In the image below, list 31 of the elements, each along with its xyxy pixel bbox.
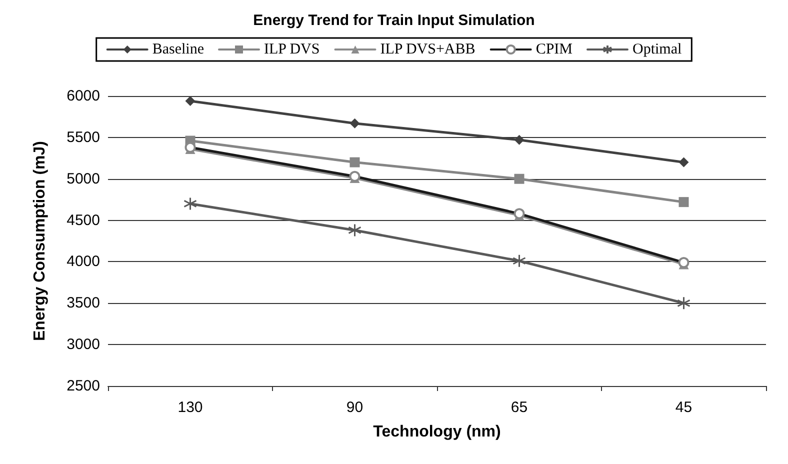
point [512, 254, 526, 268]
y-tick-label: 4500 [66, 212, 100, 229]
x-tick-label: 45 [675, 399, 692, 416]
point [678, 157, 689, 168]
x-axis-title: Technology (nm) [373, 424, 501, 440]
y-tick-label: 2500 [66, 378, 100, 394]
legend-label: Optimal [632, 42, 682, 58]
chart-title: Energy Trend for Train Input Simulation [253, 12, 535, 29]
point [348, 223, 362, 237]
point [677, 296, 690, 310]
point [514, 174, 524, 184]
point [185, 96, 196, 106]
y-tick-label: 4000 [66, 253, 100, 270]
y-tick-label: 6000 [66, 88, 100, 104]
y-axis-title: Energy Consumption (mJ) [32, 140, 48, 342]
legend-label: ILP DVS+ABB [380, 42, 476, 58]
point [514, 134, 524, 145]
x-tick-label: 65 [510, 399, 528, 416]
point [350, 118, 360, 128]
x-tick-label: 130 [178, 399, 203, 416]
y-tick-label: 3000 [66, 336, 100, 354]
point [678, 197, 689, 208]
x-tick-label: 90 [346, 399, 364, 416]
legend-label: ILP DVS [264, 42, 320, 58]
y-tick-label: 5500 [66, 128, 100, 146]
y-tick-label: 3500 [66, 294, 100, 312]
legend-label: CPIM [536, 42, 572, 58]
point [350, 157, 360, 168]
y-tick-label: 5000 [66, 170, 100, 188]
point [184, 196, 197, 210]
legend-label: Baseline [152, 42, 204, 58]
